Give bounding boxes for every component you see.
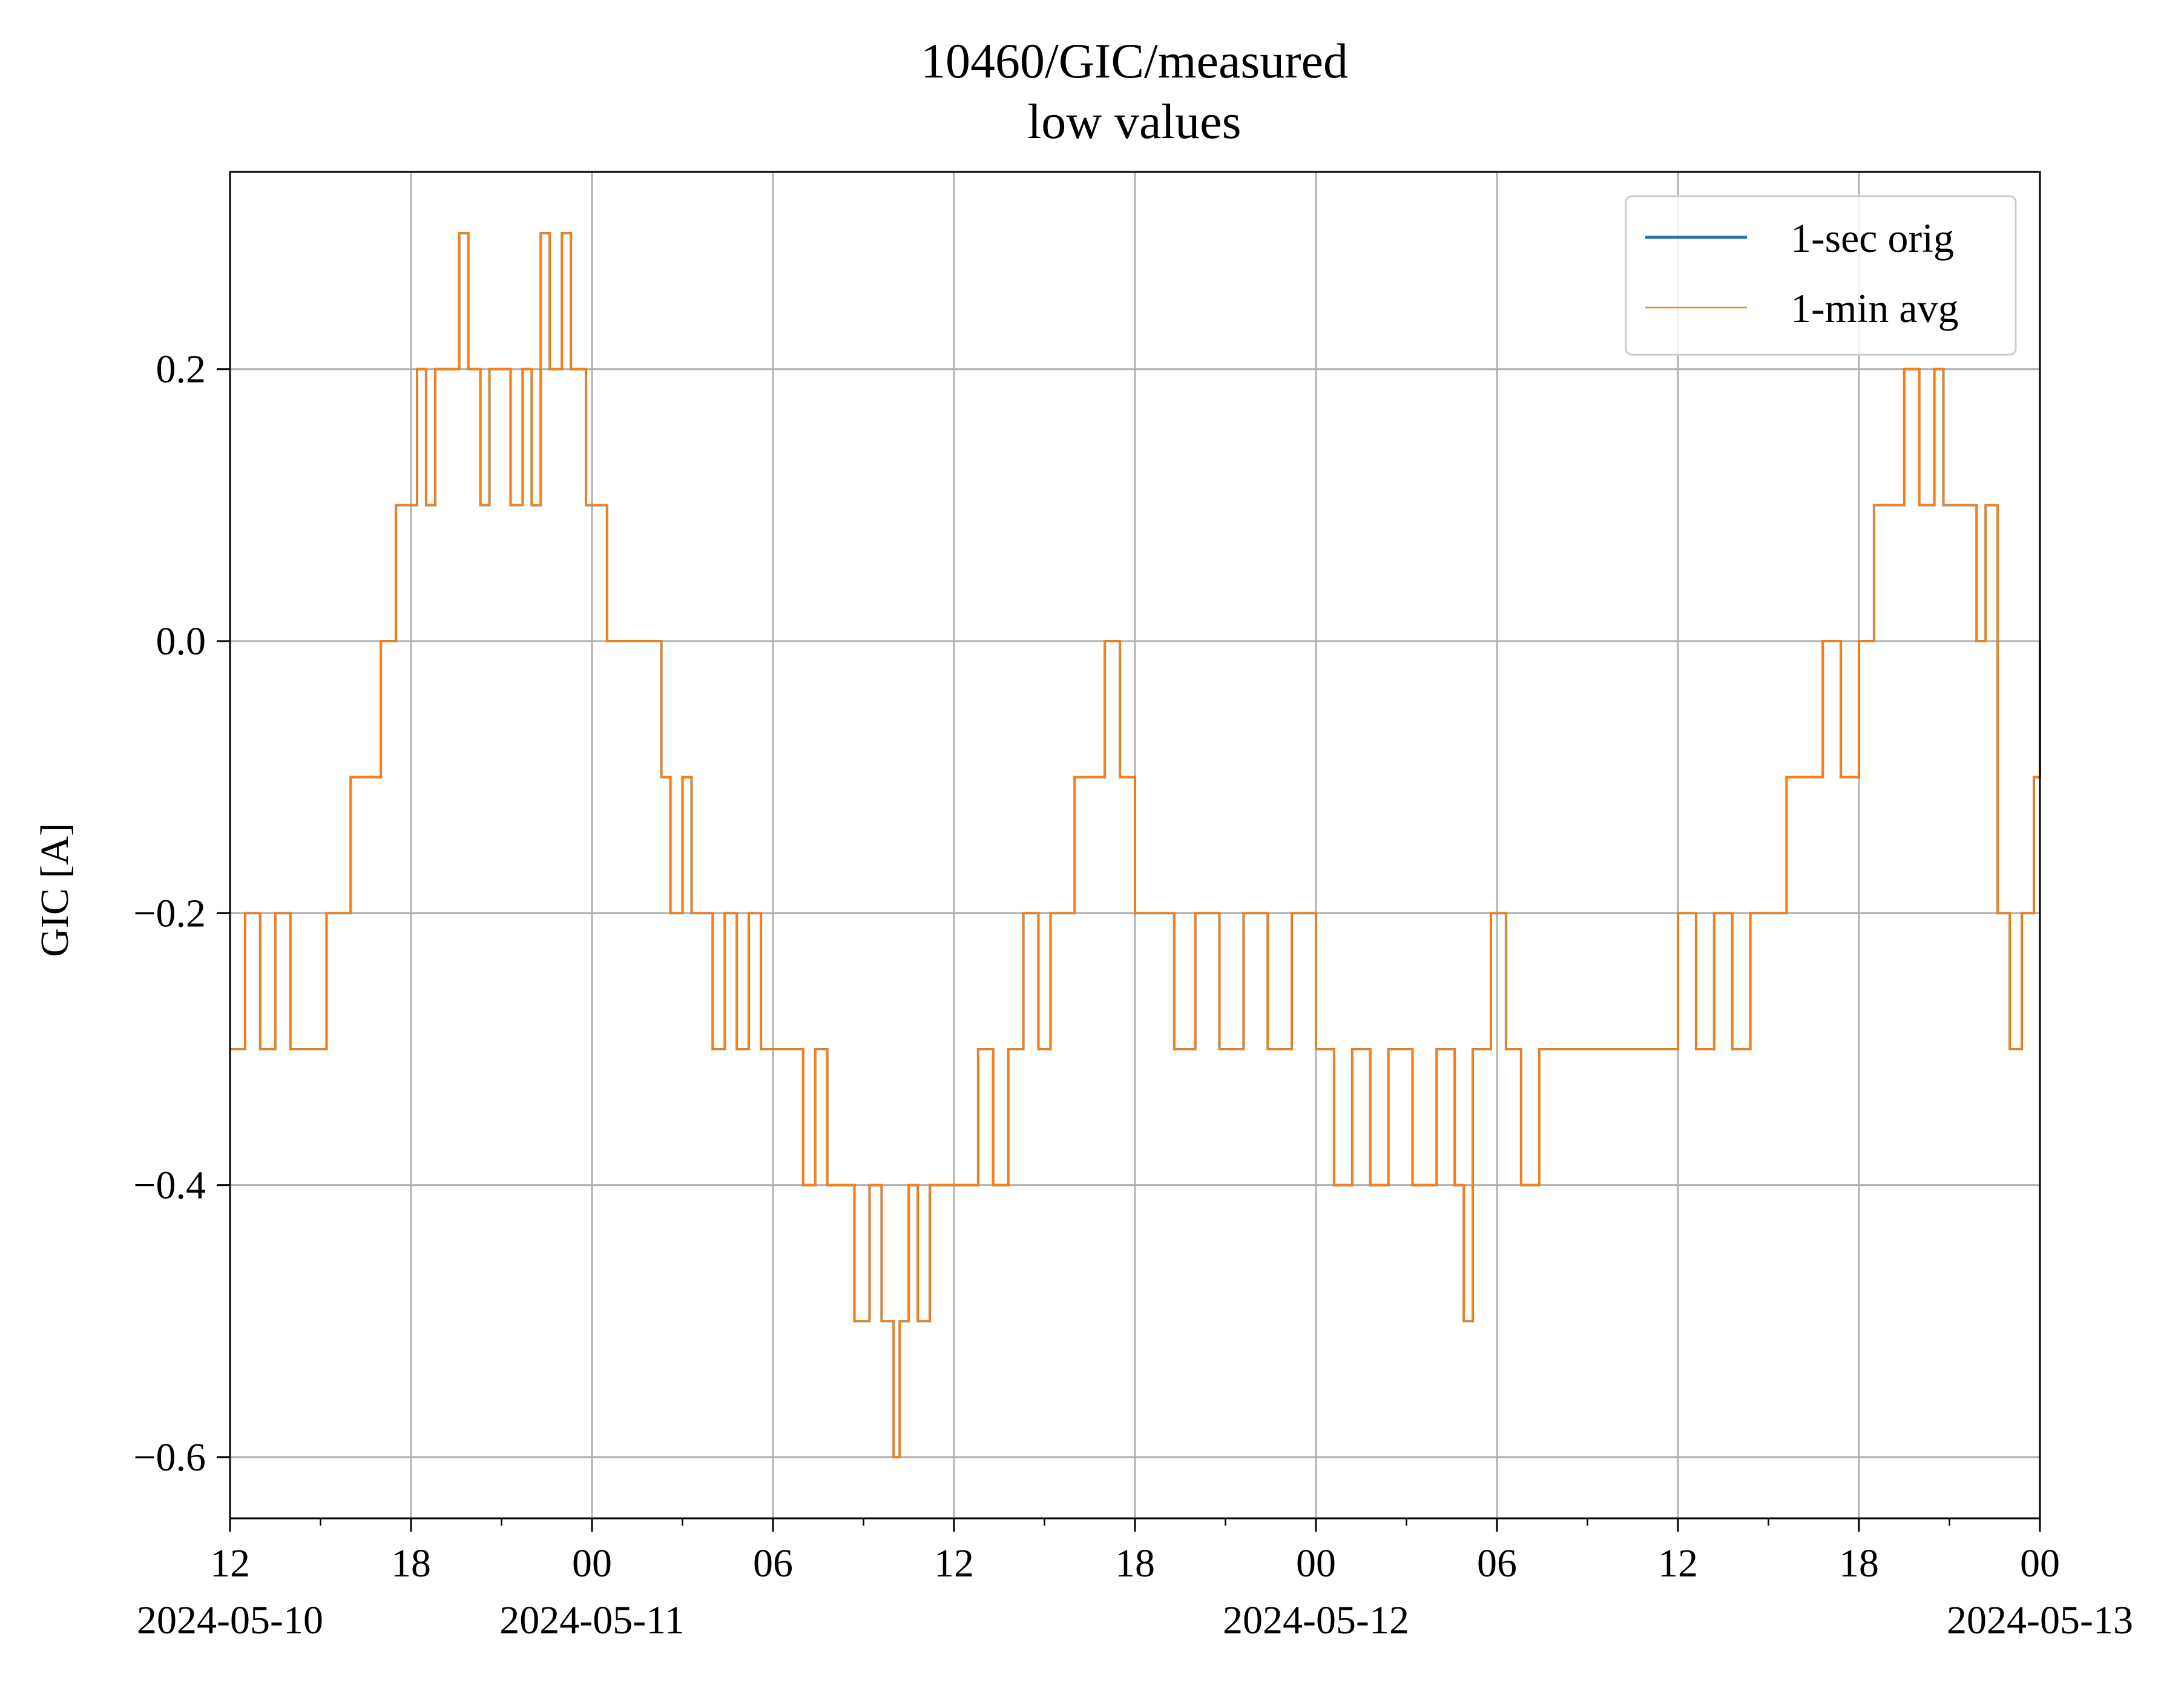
chart-title: 10460/GIC/measured xyxy=(921,33,1348,88)
y-tick-label: −0.2 xyxy=(133,891,206,935)
x-tick-date: 2024-05-13 xyxy=(1947,1598,2133,1642)
x-tick-label: 12 xyxy=(934,1541,974,1586)
x-tick-label: 18 xyxy=(1839,1541,1879,1586)
x-tick-label: 12 xyxy=(210,1541,250,1586)
legend: 1-sec orig 1-min avg xyxy=(1626,196,2016,355)
chart-subtitle: low values xyxy=(1028,94,1242,149)
x-tick-label: 00 xyxy=(1296,1541,1336,1586)
legend-label-1-min-avg: 1-min avg xyxy=(1791,285,1959,331)
y-tick-label: 0.0 xyxy=(156,619,206,664)
x-tick-label: 12 xyxy=(1658,1541,1698,1586)
x-tick-date: 2024-05-12 xyxy=(1223,1598,1409,1642)
x-tick-label: 06 xyxy=(753,1541,793,1586)
x-tick-date: 2024-05-10 xyxy=(137,1598,323,1642)
x-tick-label: 18 xyxy=(1115,1541,1155,1586)
y-tick-label: 0.2 xyxy=(156,347,206,392)
legend-label-1-sec-orig: 1-sec orig xyxy=(1791,215,1954,261)
x-tick-date: 2024-05-11 xyxy=(499,1598,685,1642)
y-axis-label: GIC [A] xyxy=(33,823,77,957)
x-tick-label: 00 xyxy=(572,1541,612,1586)
y-tick-label: −0.4 xyxy=(133,1164,206,1208)
x-tick-label: 18 xyxy=(391,1541,431,1586)
y-tick-label: −0.6 xyxy=(133,1435,206,1480)
x-tick-label: 06 xyxy=(1477,1541,1517,1586)
x-tick-label: 00 xyxy=(2020,1541,2060,1586)
